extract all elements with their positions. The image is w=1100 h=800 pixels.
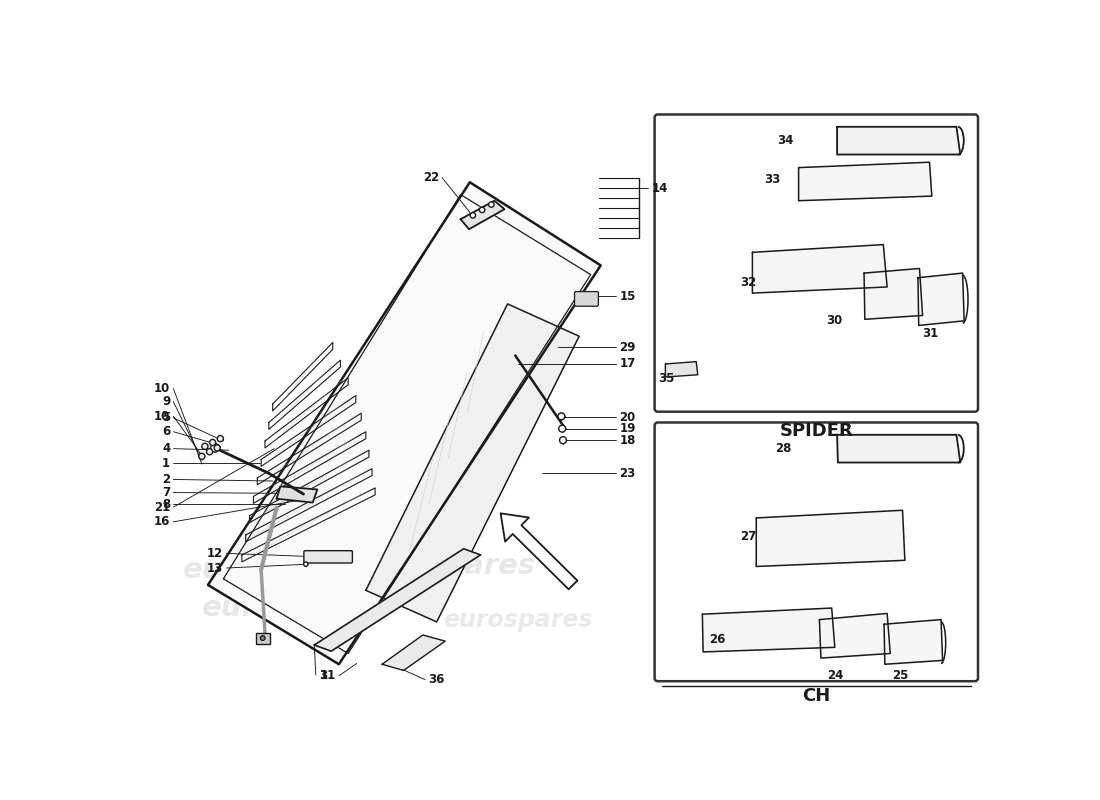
Polygon shape — [500, 514, 578, 590]
Text: 13: 13 — [207, 562, 223, 574]
Circle shape — [211, 444, 219, 452]
Circle shape — [207, 449, 212, 455]
Polygon shape — [799, 162, 932, 201]
Bar — [255, 633, 270, 644]
Polygon shape — [461, 201, 505, 230]
Circle shape — [558, 413, 565, 420]
Text: 14: 14 — [651, 182, 668, 195]
Text: 3: 3 — [319, 669, 327, 682]
Polygon shape — [276, 486, 318, 502]
Text: 6: 6 — [162, 426, 170, 438]
Text: CH: CH — [802, 687, 830, 706]
FancyBboxPatch shape — [574, 291, 598, 306]
Text: 28: 28 — [776, 442, 792, 455]
Circle shape — [470, 213, 475, 218]
Text: SPIDER: SPIDER — [780, 422, 854, 441]
Text: eurospares: eurospares — [443, 608, 592, 632]
FancyBboxPatch shape — [654, 422, 978, 682]
Text: 24: 24 — [827, 669, 844, 682]
Circle shape — [202, 443, 208, 450]
Text: 31: 31 — [923, 326, 938, 340]
Circle shape — [214, 445, 220, 451]
Text: 7: 7 — [162, 486, 170, 499]
Text: 22: 22 — [422, 171, 439, 184]
Text: 32: 32 — [740, 276, 757, 289]
Polygon shape — [837, 435, 960, 462]
Polygon shape — [382, 635, 446, 670]
Polygon shape — [917, 273, 964, 326]
Circle shape — [217, 435, 223, 442]
Text: 2: 2 — [162, 473, 170, 486]
Text: 4: 4 — [162, 442, 170, 455]
Polygon shape — [752, 245, 887, 293]
Text: 18: 18 — [619, 434, 636, 446]
Text: eurospares: eurospares — [744, 234, 892, 258]
Text: 17: 17 — [619, 358, 636, 370]
FancyBboxPatch shape — [304, 550, 352, 563]
Polygon shape — [757, 510, 905, 566]
Text: 29: 29 — [619, 341, 636, 354]
Polygon shape — [884, 619, 943, 664]
Text: 15: 15 — [619, 290, 636, 302]
Text: 36: 36 — [428, 673, 444, 686]
Circle shape — [199, 454, 205, 459]
Polygon shape — [820, 614, 890, 658]
Circle shape — [209, 439, 216, 446]
Text: 5: 5 — [162, 411, 170, 424]
Text: 33: 33 — [764, 173, 781, 186]
Polygon shape — [366, 304, 580, 622]
Polygon shape — [666, 362, 697, 377]
Text: 27: 27 — [740, 530, 757, 543]
Text: 11: 11 — [320, 670, 336, 682]
Text: 9: 9 — [162, 395, 170, 408]
Circle shape — [304, 562, 308, 566]
Text: 19: 19 — [619, 422, 636, 435]
Circle shape — [488, 202, 494, 207]
Text: 10: 10 — [154, 382, 170, 395]
Text: 8: 8 — [162, 498, 170, 510]
Circle shape — [560, 437, 566, 444]
Text: 23: 23 — [619, 467, 636, 480]
Text: 1: 1 — [162, 457, 170, 470]
Text: eurospares: eurospares — [352, 552, 537, 580]
FancyBboxPatch shape — [654, 114, 978, 412]
Text: eurospares: eurospares — [202, 594, 386, 622]
Polygon shape — [865, 269, 923, 319]
Circle shape — [480, 207, 485, 213]
Text: 10: 10 — [154, 410, 170, 423]
Text: 26: 26 — [710, 633, 726, 646]
Text: 20: 20 — [619, 410, 636, 423]
Text: 25: 25 — [892, 669, 909, 682]
Text: 12: 12 — [207, 547, 223, 560]
Polygon shape — [837, 126, 960, 154]
Text: 16: 16 — [154, 515, 170, 528]
Circle shape — [559, 425, 565, 432]
Polygon shape — [315, 549, 481, 651]
Text: 30: 30 — [826, 314, 843, 327]
Circle shape — [261, 636, 265, 640]
Text: eurospares: eurospares — [183, 555, 367, 583]
Polygon shape — [703, 608, 835, 652]
Text: 21: 21 — [154, 501, 170, 514]
Text: 35: 35 — [658, 372, 674, 385]
Text: eurospares: eurospares — [744, 550, 892, 574]
Text: 34: 34 — [777, 134, 793, 147]
Polygon shape — [208, 182, 601, 664]
